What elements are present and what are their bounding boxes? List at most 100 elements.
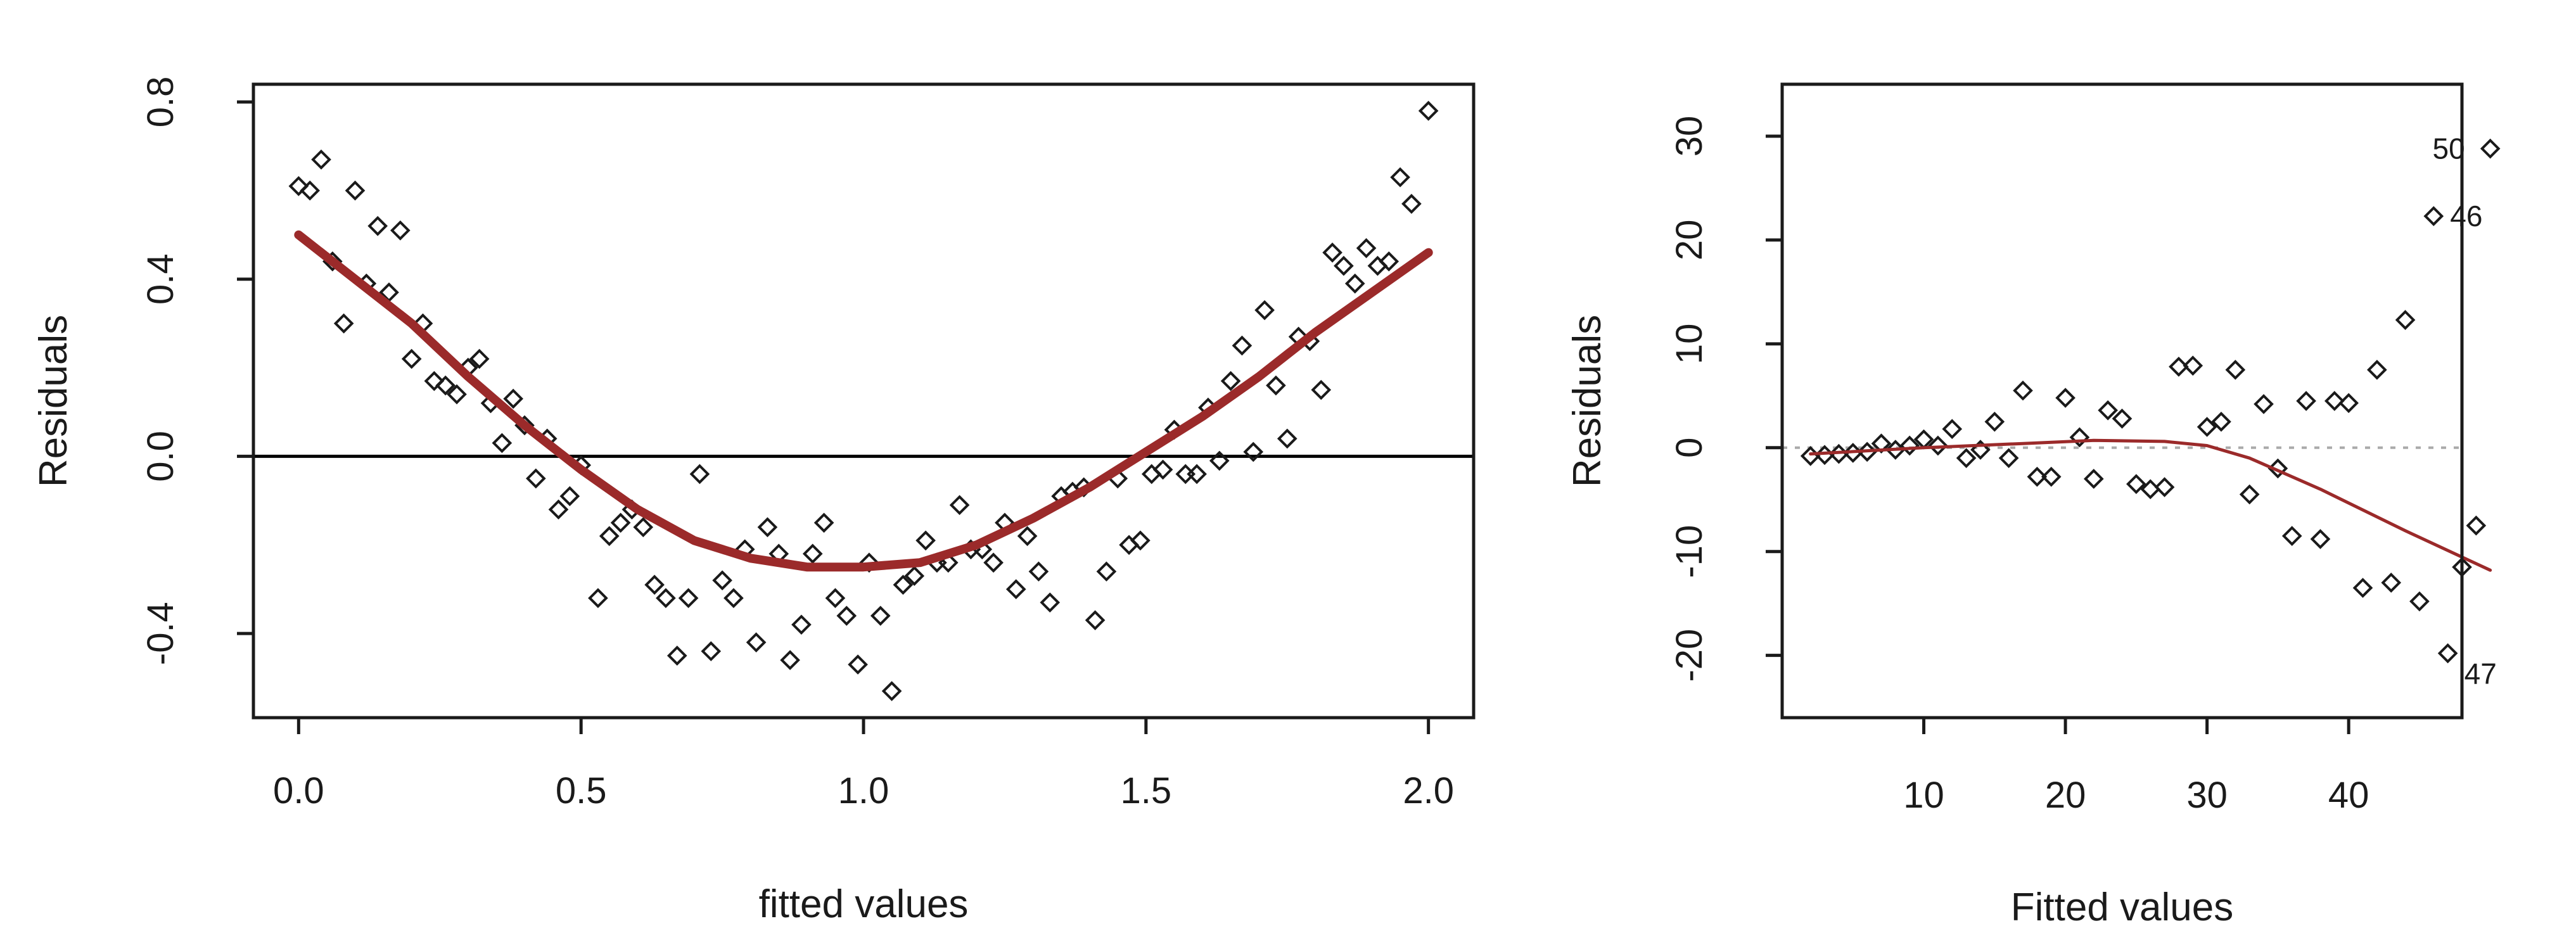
data-point (1243, 441, 1264, 462)
data-point (526, 468, 546, 489)
data-point (1152, 459, 1173, 480)
x-axis-title: Fitted values (2011, 886, 2234, 929)
y-tick-label: 0.0 (140, 431, 181, 482)
data-point (656, 588, 676, 609)
data-point (949, 495, 970, 516)
data-point (447, 384, 467, 405)
y-tick-label: 0.8 (140, 77, 181, 128)
data-point (2338, 393, 2359, 414)
data-point (1871, 433, 1892, 454)
data-point (2083, 469, 2104, 489)
data-point (644, 575, 665, 595)
data-point (2480, 138, 2501, 159)
data-point (367, 215, 388, 236)
data-point (288, 176, 309, 196)
data-point (836, 606, 857, 626)
data-point (701, 641, 722, 661)
data-point (915, 530, 936, 551)
data-point (1928, 435, 1948, 456)
data-point (1130, 530, 1151, 551)
data-point (469, 348, 490, 369)
y-tick-label: -10 (1669, 525, 1710, 578)
data-point (2409, 591, 2430, 612)
data-point (689, 464, 710, 485)
data-point (1254, 300, 1275, 321)
x-tick-label: 1.5 (1121, 770, 1172, 811)
data-point (2027, 466, 2048, 487)
data-point (2267, 458, 2288, 479)
data-point (390, 220, 411, 241)
smooth-fit-line (1809, 438, 2492, 572)
data-point (1266, 375, 1286, 396)
x-tick-label: 10 (1903, 775, 1944, 816)
data-point (2352, 578, 2373, 598)
data-point (503, 388, 523, 409)
data-point (2239, 484, 2260, 505)
data-point (435, 375, 456, 396)
data-point (2211, 411, 2231, 432)
data-point (746, 632, 767, 652)
y-tick-label: 10 (1669, 324, 1710, 365)
data-point (1232, 335, 1253, 356)
data-point (1418, 101, 1439, 121)
data-point (780, 650, 800, 670)
data-point (599, 526, 620, 547)
data-point (2423, 206, 2444, 227)
data-point (1356, 238, 1377, 258)
data-point (1899, 435, 1920, 456)
data-point (1085, 610, 1106, 630)
y-axis-title: Residuals (1565, 315, 1609, 487)
data-point (2154, 477, 2175, 497)
point-annotation: 47 (2464, 657, 2497, 690)
data-point (492, 433, 513, 454)
point-annotation: 46 (2450, 200, 2482, 232)
x-axis-title: fitted values (759, 882, 969, 926)
y-tick-label: 0 (1669, 438, 1710, 458)
y-tick-label: 30 (1669, 116, 1710, 157)
data-point (2041, 466, 2062, 487)
data-point (1956, 448, 1977, 468)
data-point (1187, 464, 1207, 485)
data-point (848, 654, 868, 675)
data-point (983, 552, 1004, 573)
data-point (881, 681, 902, 701)
data-point (1379, 251, 1400, 272)
data-point (904, 566, 925, 587)
data-point (401, 348, 422, 369)
data-point (1028, 561, 1049, 582)
data-point (1322, 242, 1342, 263)
data-point (1984, 411, 2005, 432)
data-point (2324, 391, 2345, 411)
data-point (1040, 592, 1061, 613)
data-point (802, 543, 823, 564)
data-point (1209, 450, 1230, 471)
x-tick-label: 40 (2328, 775, 2369, 816)
data-point (2466, 515, 2487, 536)
data-point (2112, 409, 2133, 429)
x-tick-label: 2.0 (1403, 770, 1454, 811)
data-point (678, 588, 699, 609)
data-point (825, 588, 846, 609)
data-point (2296, 391, 2316, 411)
y-tick-label: -20 (1669, 629, 1710, 682)
data-point (548, 499, 569, 520)
data-point (666, 645, 687, 666)
data-point (2183, 355, 2203, 376)
data-point (1220, 371, 1241, 391)
y-axis-title: Residuals (32, 315, 75, 487)
x-tick-label: 30 (2186, 775, 2228, 816)
data-point (633, 517, 654, 538)
data-point (1401, 193, 1422, 214)
data-point (2055, 388, 2075, 408)
data-point (1942, 419, 1963, 440)
data-point (2310, 529, 2331, 549)
data-point (870, 606, 891, 626)
data-point (333, 313, 354, 334)
data-point (345, 181, 366, 201)
data-point (2395, 310, 2416, 330)
data-point (1344, 273, 1365, 294)
data-point (1017, 526, 1038, 547)
data-point (893, 575, 914, 595)
data-point (2225, 359, 2246, 380)
